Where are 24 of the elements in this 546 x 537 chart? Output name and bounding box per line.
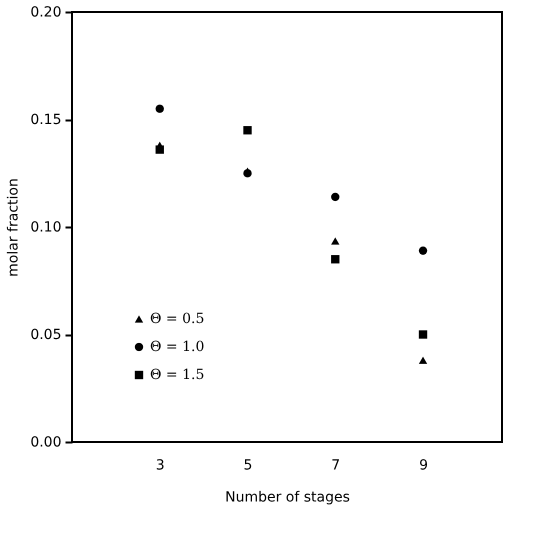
legend-label: Θ = 0.5 xyxy=(150,311,204,327)
point xyxy=(331,237,340,245)
y-axis-title: molar fraction xyxy=(5,178,22,277)
x-tick-label: 5 xyxy=(244,458,252,474)
x-tick-label: 7 xyxy=(331,458,340,474)
y-tick-label: 0.00 xyxy=(30,434,62,450)
legend-label: Θ = 1.0 xyxy=(150,339,204,355)
x-tick-label: 3 xyxy=(156,458,165,474)
legend-label: Θ = 1.5 xyxy=(150,367,204,383)
point xyxy=(156,104,164,113)
point xyxy=(418,246,428,255)
point xyxy=(243,126,252,134)
x-axis-title: Number of stages xyxy=(225,490,350,506)
x-tick-label: 9 xyxy=(419,458,428,474)
point xyxy=(156,145,164,154)
y-tick-label: 0.10 xyxy=(30,220,62,236)
y-tick-label: 0.05 xyxy=(30,327,62,343)
y-tick-label: 0.15 xyxy=(30,112,62,128)
point xyxy=(331,192,340,202)
point xyxy=(418,330,428,339)
y-tick-label: 0.20 xyxy=(30,4,62,20)
point xyxy=(243,169,252,178)
point xyxy=(331,255,340,264)
point xyxy=(418,356,428,364)
